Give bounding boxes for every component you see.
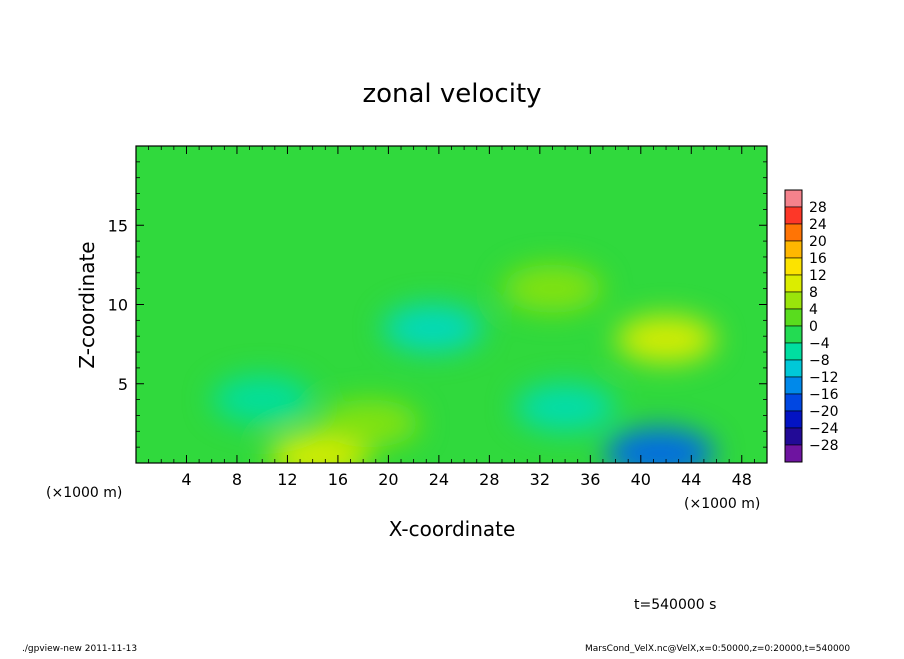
colorbar-label: 24 (809, 217, 827, 233)
y-axis: 5 10 15 (108, 161, 767, 448)
x-tick-label: 12 (277, 470, 297, 489)
colorbar-label: −28 (809, 438, 839, 454)
chart-title: zonal velocity (362, 79, 541, 109)
colorbar-label: −20 (809, 404, 839, 420)
plot-area (136, 146, 767, 463)
colorbar-bin (784, 342, 803, 361)
field-feature-8 (212, 375, 313, 424)
x-tick-label: 16 (328, 470, 348, 489)
colorbar-bin (784, 308, 803, 327)
colorbar-bin (784, 325, 803, 344)
colorbar-label: −8 (809, 353, 830, 369)
field-feature-5 (319, 399, 420, 448)
colorbar-bin (784, 376, 803, 395)
colorbar-bin (784, 393, 803, 412)
y-tick-label: 5 (118, 375, 128, 394)
colorbar-bin (784, 444, 803, 463)
footer-right: MarsCond_VelX.nc@VelX,x=0:50000,z=0:2000… (585, 644, 850, 654)
x-tick-label: 44 (681, 470, 701, 489)
y-unit-label: (×1000 m) (46, 485, 122, 501)
colorbar-bin (784, 223, 803, 242)
x-tick-label: 8 (232, 470, 242, 489)
field-feature-2 (604, 427, 715, 463)
colorbar-label: 4 (809, 302, 818, 318)
colorbar-bin (784, 189, 803, 208)
x-tick-label: 40 (631, 470, 651, 489)
colorbar-label: 20 (809, 234, 827, 250)
x-tick-label: 4 (181, 470, 191, 489)
colorbar-bin (784, 410, 803, 429)
colorbar-label: 16 (809, 251, 827, 267)
field-feature-4 (382, 304, 483, 353)
colorbar-label: −4 (809, 336, 830, 352)
colorbar-bin (784, 274, 803, 293)
x-tick-label: 24 (429, 470, 449, 489)
y-tick-label: 15 (108, 216, 128, 235)
field-feature-7 (515, 383, 616, 432)
colorbar-bin (784, 427, 803, 446)
colorbar-bin (784, 240, 803, 259)
colorbar-bin (784, 291, 803, 310)
colorbar-bin (784, 206, 803, 225)
colorbar-label: −16 (809, 387, 839, 403)
x-tick-label: 28 (479, 470, 499, 489)
x-tick-label: 32 (530, 470, 550, 489)
colorbar-label: −12 (809, 370, 839, 386)
x-axis: 4 8 12 16 20 24 28 32 36 40 44 48 (148, 146, 755, 489)
colorbar-label: 0 (809, 319, 818, 335)
x-tick-label: 36 (580, 470, 600, 489)
field-feature-6 (502, 264, 603, 313)
colorbar-label: 28 (809, 200, 827, 216)
colorbar-label: 12 (809, 268, 827, 284)
footer-left: ./gpview-new 2011-11-13 (22, 644, 137, 654)
x-tick-label: 20 (378, 470, 398, 489)
colorbar-label: 8 (809, 285, 818, 301)
colorbar-frame (784, 189, 803, 463)
time-label: t=540000 s (634, 597, 716, 613)
x-axis-title: X-coordinate (389, 517, 516, 541)
y-axis-title: Z-coordinate (75, 241, 99, 368)
colorbar-bin (784, 359, 803, 378)
colorbar-bin (784, 257, 803, 276)
x-tick-label: 48 (732, 470, 752, 489)
x-unit-label: (×1000 m) (684, 496, 760, 512)
y-tick-label: 10 (108, 296, 128, 315)
field-feature-3 (616, 315, 717, 364)
colorbar-label: −24 (809, 421, 839, 437)
